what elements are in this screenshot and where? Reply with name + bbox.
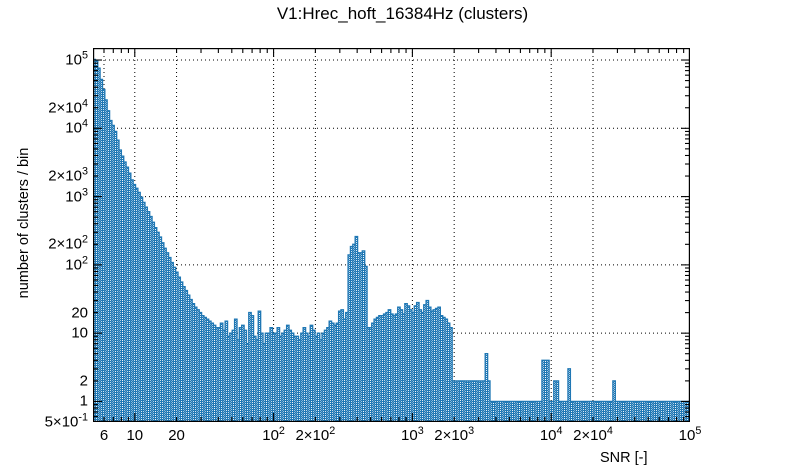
y-tick-label: 104 (65, 117, 88, 137)
y-tick-label: 105 (65, 49, 88, 69)
axes-frame (93, 48, 690, 422)
y-tick-label: 2×102 (48, 233, 88, 253)
plot-area (93, 48, 690, 422)
x-tick-label: 102 (262, 425, 285, 444)
y-axis-tick-labels: 5×10-1 1 2 10 20 102 2×102 103 2×103 104 2×104 105 (0, 0, 88, 472)
histogram-bars (93, 58, 690, 422)
y-tick-label: 103 (65, 186, 88, 206)
x-tick-label: 2×104 (573, 425, 613, 444)
y-tick-label: 2×103 (48, 165, 88, 185)
x-tick-label: 103 (401, 425, 424, 444)
x-tick-label: 2×102 (295, 425, 336, 444)
x-tick-label: 104 (539, 425, 563, 444)
y-tick-label: 5×10-1 (44, 411, 88, 431)
y-tick-label: 10 (71, 324, 88, 342)
y-tick-label: 102 (65, 254, 88, 274)
page-title: V1:Hrec_hoft_16384Hz (clusters) (276, 4, 529, 23)
y-tick-label: 1 (79, 392, 88, 410)
x-tick-label: 10 (126, 427, 144, 444)
x-tick-label: 6 (99, 427, 109, 444)
y-tick-label: 2×104 (48, 97, 88, 117)
x-tick-label: 2×103 (434, 425, 475, 444)
x-tick-label: 105 (678, 425, 702, 444)
y-tick-label: 20 (71, 304, 88, 322)
y-tick-label: 2 (79, 372, 88, 390)
x-tick-label: 20 (168, 427, 185, 444)
x-axis-title: SNR [-] (600, 450, 648, 466)
histogram-svg (93, 48, 690, 422)
